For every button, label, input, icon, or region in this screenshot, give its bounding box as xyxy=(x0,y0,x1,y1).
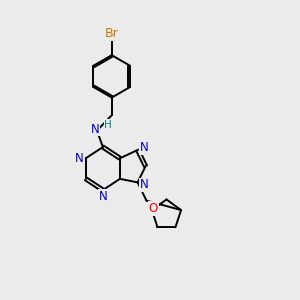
Text: N: N xyxy=(91,123,99,136)
Text: O: O xyxy=(149,202,158,215)
Text: N: N xyxy=(75,152,84,165)
Text: N: N xyxy=(140,141,148,154)
Text: N: N xyxy=(140,178,148,191)
Text: N: N xyxy=(98,190,107,203)
Text: H: H xyxy=(104,120,112,130)
Text: Br: Br xyxy=(105,27,118,40)
